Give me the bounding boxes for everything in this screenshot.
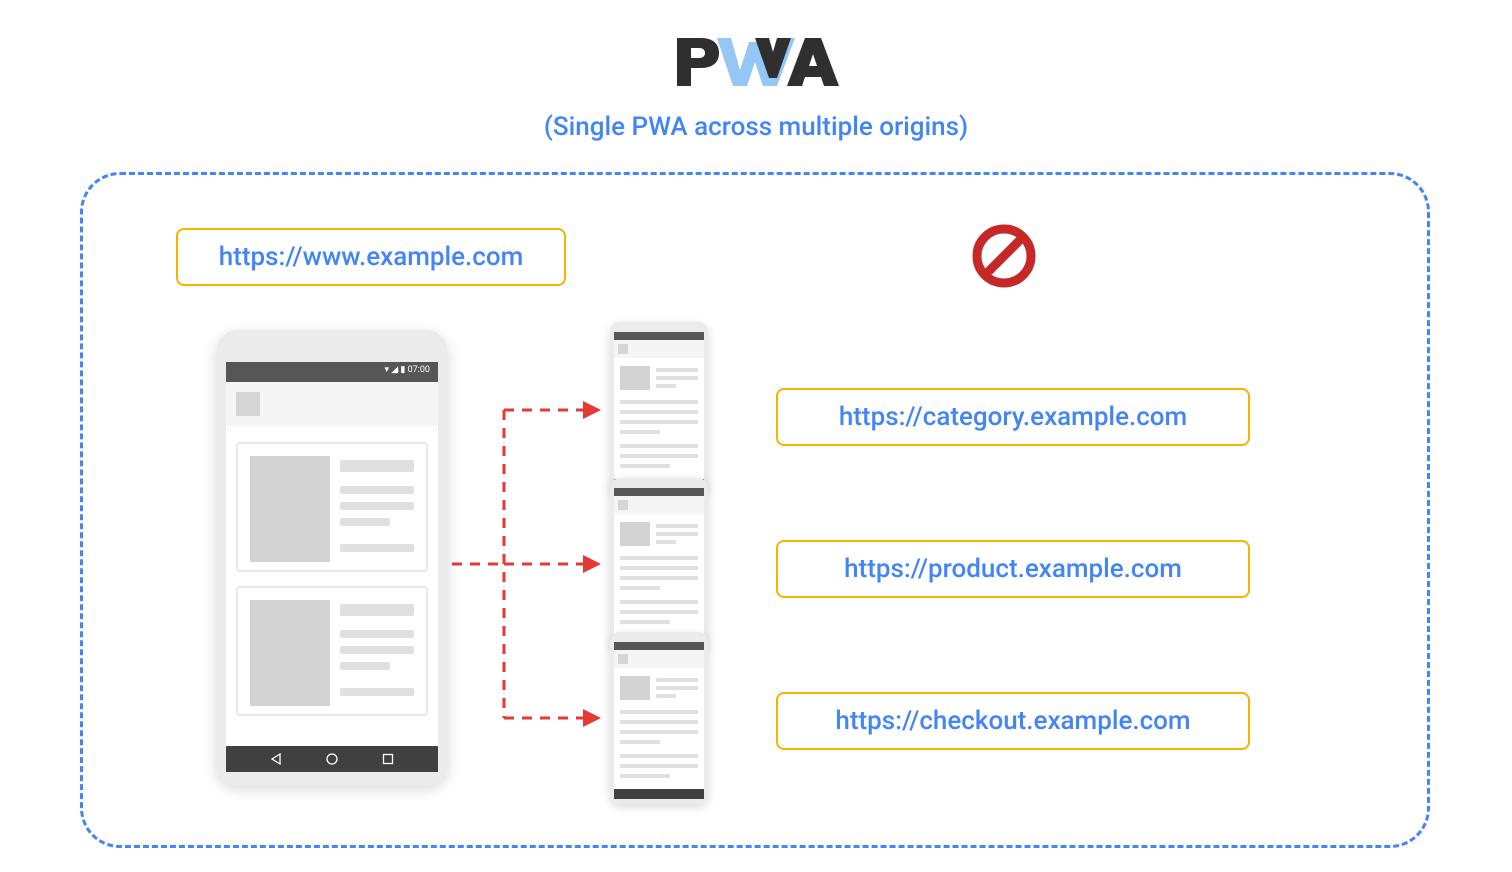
subtitle: (Single PWA across multiple origins)	[544, 112, 968, 142]
nav-back-icon	[270, 753, 282, 765]
pwa-logo	[671, 30, 841, 96]
phone-content	[226, 426, 438, 748]
phone-card	[236, 586, 428, 716]
nav-home-icon	[326, 753, 338, 765]
card-image-placeholder	[250, 600, 330, 706]
phone-card	[236, 442, 428, 572]
origin-url-category: https://category.example.com	[776, 388, 1250, 446]
phone-header	[226, 382, 438, 426]
card-image-placeholder	[250, 456, 330, 562]
phone-statusbar: ▾ ◢ ▮ 07:00	[226, 362, 438, 382]
phone-mockup-small	[610, 322, 708, 494]
nav-recent-icon	[382, 753, 394, 765]
placeholder-line	[340, 646, 414, 654]
prohibit-icon	[970, 222, 1038, 294]
placeholder-line	[340, 486, 414, 494]
main-origin-url: https://www.example.com	[176, 228, 566, 286]
placeholder-line	[340, 544, 414, 552]
phone-header-icon	[236, 392, 260, 416]
placeholder-line	[340, 460, 414, 472]
android-navbar	[226, 746, 438, 772]
phone-mockup-main: ▾ ◢ ▮ 07:00	[216, 330, 448, 786]
placeholder-line	[340, 502, 414, 510]
phone-mockup-small	[610, 478, 708, 650]
origin-url-checkout: https://checkout.example.com	[776, 692, 1250, 750]
diagram-container: (Single PWA across multiple origins) htt…	[0, 0, 1512, 872]
statusbar-indicators: ▾ ◢ ▮ 07:00	[384, 365, 430, 375]
placeholder-line	[340, 662, 390, 670]
phone-mockup-small	[610, 632, 708, 804]
placeholder-line	[340, 604, 414, 616]
origin-url-product: https://product.example.com	[776, 540, 1250, 598]
placeholder-line	[340, 630, 414, 638]
placeholder-line	[340, 688, 414, 696]
placeholder-line	[340, 518, 390, 526]
